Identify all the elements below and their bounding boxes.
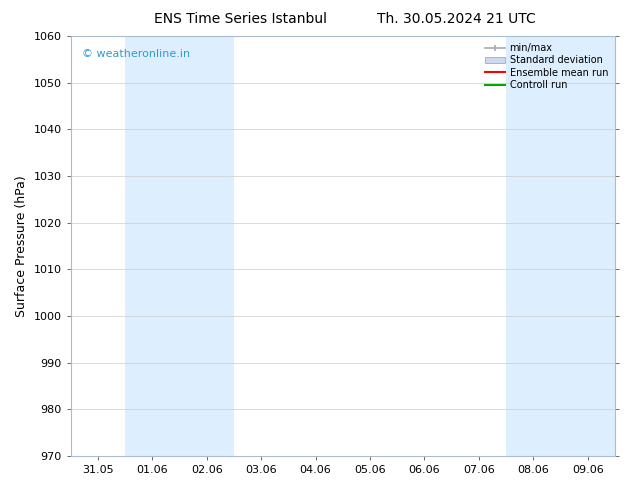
Bar [125,36,179,456]
Text: ENS Time Series Istanbul: ENS Time Series Istanbul [155,12,327,26]
Legend: min/max, Standard deviation, Ensemble mean run, Controll run: min/max, Standard deviation, Ensemble me… [483,41,610,92]
Text: © weatheronline.in: © weatheronline.in [82,49,190,59]
Bar [506,36,560,456]
Bar [179,36,234,456]
Bar [560,36,615,456]
Y-axis label: Surface Pressure (hPa): Surface Pressure (hPa) [15,175,28,317]
Text: Th. 30.05.2024 21 UTC: Th. 30.05.2024 21 UTC [377,12,536,26]
